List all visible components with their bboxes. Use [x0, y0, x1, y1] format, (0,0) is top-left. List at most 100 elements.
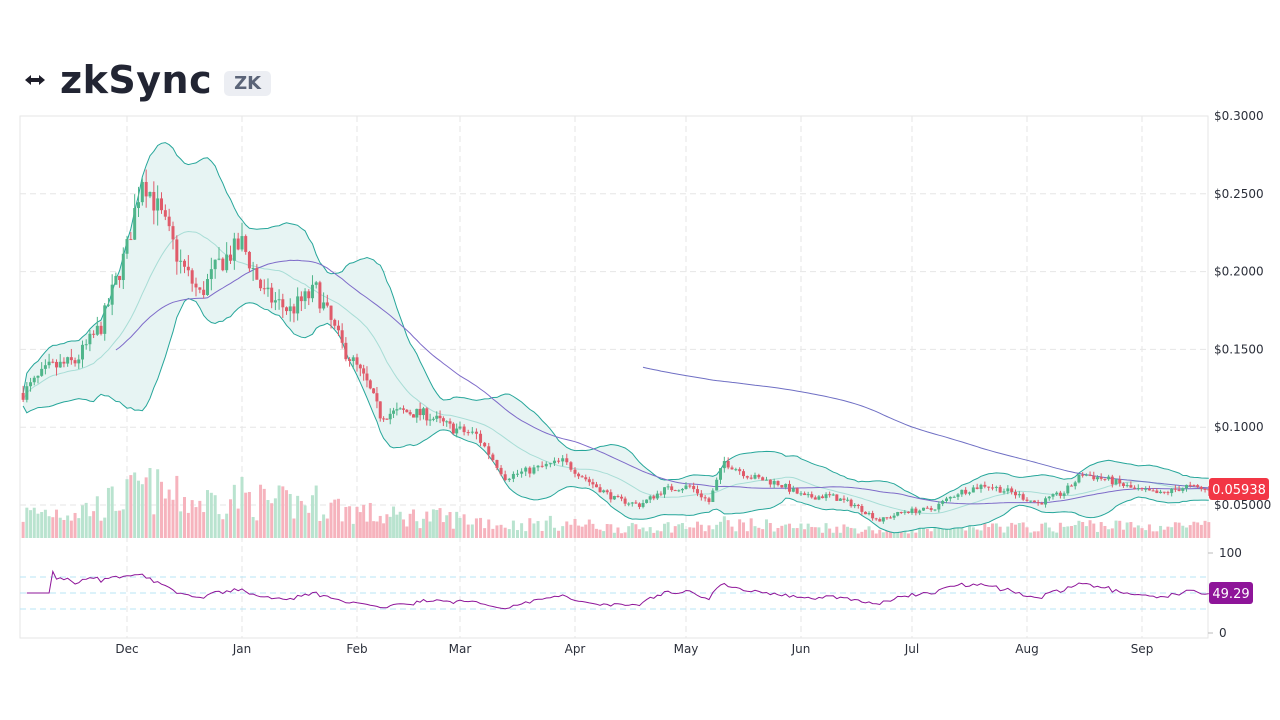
- candle-body: [1084, 474, 1088, 476]
- candle-body: [415, 408, 419, 418]
- candle-body: [129, 239, 133, 241]
- volume-bar: [43, 509, 47, 538]
- volume-bar: [163, 498, 167, 538]
- price-tick-label: $0.3000: [1214, 109, 1264, 123]
- candle-body: [722, 461, 726, 469]
- volume-bar: [441, 522, 445, 538]
- volume-bar: [722, 516, 726, 538]
- time-tick-label: Mar: [449, 642, 472, 656]
- candle-body: [236, 238, 240, 250]
- volume-bar: [1166, 526, 1170, 538]
- candle-body: [1177, 489, 1181, 491]
- candle-body: [322, 302, 326, 309]
- candle-body: [213, 259, 217, 270]
- candle-body: [742, 471, 745, 477]
- candle-body: [1040, 503, 1044, 505]
- candle-body: [548, 463, 552, 465]
- candle-body: [73, 360, 77, 364]
- volume-bar: [889, 529, 893, 538]
- volume-bar: [355, 506, 359, 538]
- candle-body: [565, 458, 569, 463]
- volume-bar: [325, 518, 329, 538]
- volume-bar: [795, 528, 799, 538]
- candle-body: [221, 258, 225, 271]
- candle-body: [451, 423, 455, 434]
- volume-bar: [106, 487, 110, 538]
- candle-body: [591, 482, 595, 485]
- volume-bar: [1129, 522, 1133, 538]
- candle-body: [372, 388, 376, 394]
- volume-bar: [421, 518, 425, 538]
- candle-body: [1017, 494, 1021, 496]
- volume-bar: [666, 522, 670, 538]
- time-tick-label: Jul: [904, 642, 919, 656]
- time-tick-label: Jun: [791, 642, 811, 656]
- volume-bar: [557, 530, 561, 538]
- volume-bar: [129, 475, 133, 538]
- volume-bar: [202, 512, 206, 538]
- volume-bar: [398, 511, 402, 538]
- volume-bar: [160, 481, 163, 538]
- candle-body: [95, 325, 99, 335]
- candle-body: [209, 269, 213, 280]
- volume-bar: [307, 512, 311, 538]
- volume-bar: [262, 488, 266, 538]
- candle-body: [1010, 488, 1014, 492]
- candle-body: [922, 507, 925, 511]
- candle-body: [956, 494, 960, 497]
- candle-body: [1121, 483, 1125, 487]
- candle-body: [666, 486, 670, 488]
- volume-bar: [684, 528, 688, 538]
- volume-bar: [968, 520, 971, 538]
- candle-body: [906, 511, 910, 513]
- volume-bar: [524, 531, 528, 538]
- candle-body: [776, 481, 780, 486]
- volume-bar: [118, 510, 122, 538]
- candle-body: [707, 498, 711, 502]
- candle-body: [240, 236, 244, 250]
- volume-bar: [979, 530, 983, 538]
- volume-bar: [285, 490, 289, 538]
- candle-body: [375, 393, 379, 402]
- volume-bar: [140, 484, 144, 538]
- volume-bar: [573, 518, 577, 538]
- price-tick-label: $0.1500: [1214, 342, 1264, 356]
- volume-bar: [229, 499, 232, 538]
- volume-bar: [1196, 522, 1200, 538]
- candle-body: [148, 191, 152, 197]
- candle-body: [183, 260, 186, 267]
- candle-body: [1151, 490, 1155, 492]
- candle-body: [605, 490, 609, 493]
- volume-bar: [340, 521, 344, 538]
- candle-body: [418, 408, 422, 416]
- asset-name: zkSync: [60, 58, 213, 102]
- candle-body: [474, 431, 478, 434]
- volume-bar: [692, 527, 696, 538]
- volume-bar: [425, 511, 429, 538]
- volume-bar: [84, 502, 88, 538]
- candle-body: [945, 498, 948, 501]
- candle-body: [1062, 493, 1066, 496]
- candle-body: [1203, 488, 1207, 490]
- volume-bar: [803, 529, 807, 538]
- volume-bar: [645, 531, 649, 538]
- candle-body: [994, 486, 998, 488]
- candle-body: [817, 496, 821, 500]
- volume-bar: [382, 523, 386, 538]
- volume-bar: [167, 489, 171, 538]
- volume-bar: [983, 519, 987, 538]
- current-price-label: 0.05938: [1212, 483, 1266, 498]
- candle-body: [411, 414, 415, 418]
- candle-body: [106, 304, 110, 306]
- candle-body: [1088, 474, 1092, 476]
- candle-body: [652, 496, 656, 499]
- volume-bar: [458, 517, 462, 538]
- volume-bar: [479, 517, 483, 538]
- volume-bar: [277, 485, 281, 538]
- candle-body: [1185, 484, 1189, 489]
- volume-bar: [438, 508, 442, 538]
- volume-bar: [711, 529, 715, 538]
- volume-bar: [448, 511, 452, 538]
- candle-body: [532, 467, 536, 474]
